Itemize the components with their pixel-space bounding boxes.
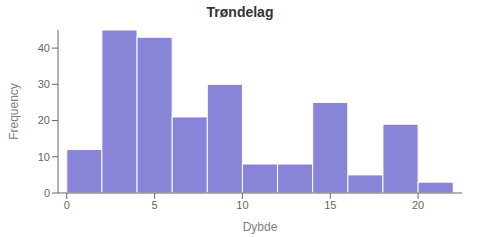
svg-text:Frequency: Frequency <box>7 83 21 140</box>
html-text:Trøndelag: Trøndelag <box>206 4 274 20</box>
svg-text:20: 20 <box>38 114 50 126</box>
svg-text:0: 0 <box>44 187 50 199</box>
svg-text:10: 10 <box>236 199 248 211</box>
svg-text:20: 20 <box>412 199 424 211</box>
svg-text:5: 5 <box>152 199 158 211</box>
svg-text:Dybde: Dybde <box>243 220 278 234</box>
svg-text:40: 40 <box>38 42 50 54</box>
svg-text:0: 0 <box>64 199 70 211</box>
svg-text:30: 30 <box>38 78 50 90</box>
svg-text:10: 10 <box>38 151 50 163</box>
svg-text:15: 15 <box>324 199 336 211</box>
